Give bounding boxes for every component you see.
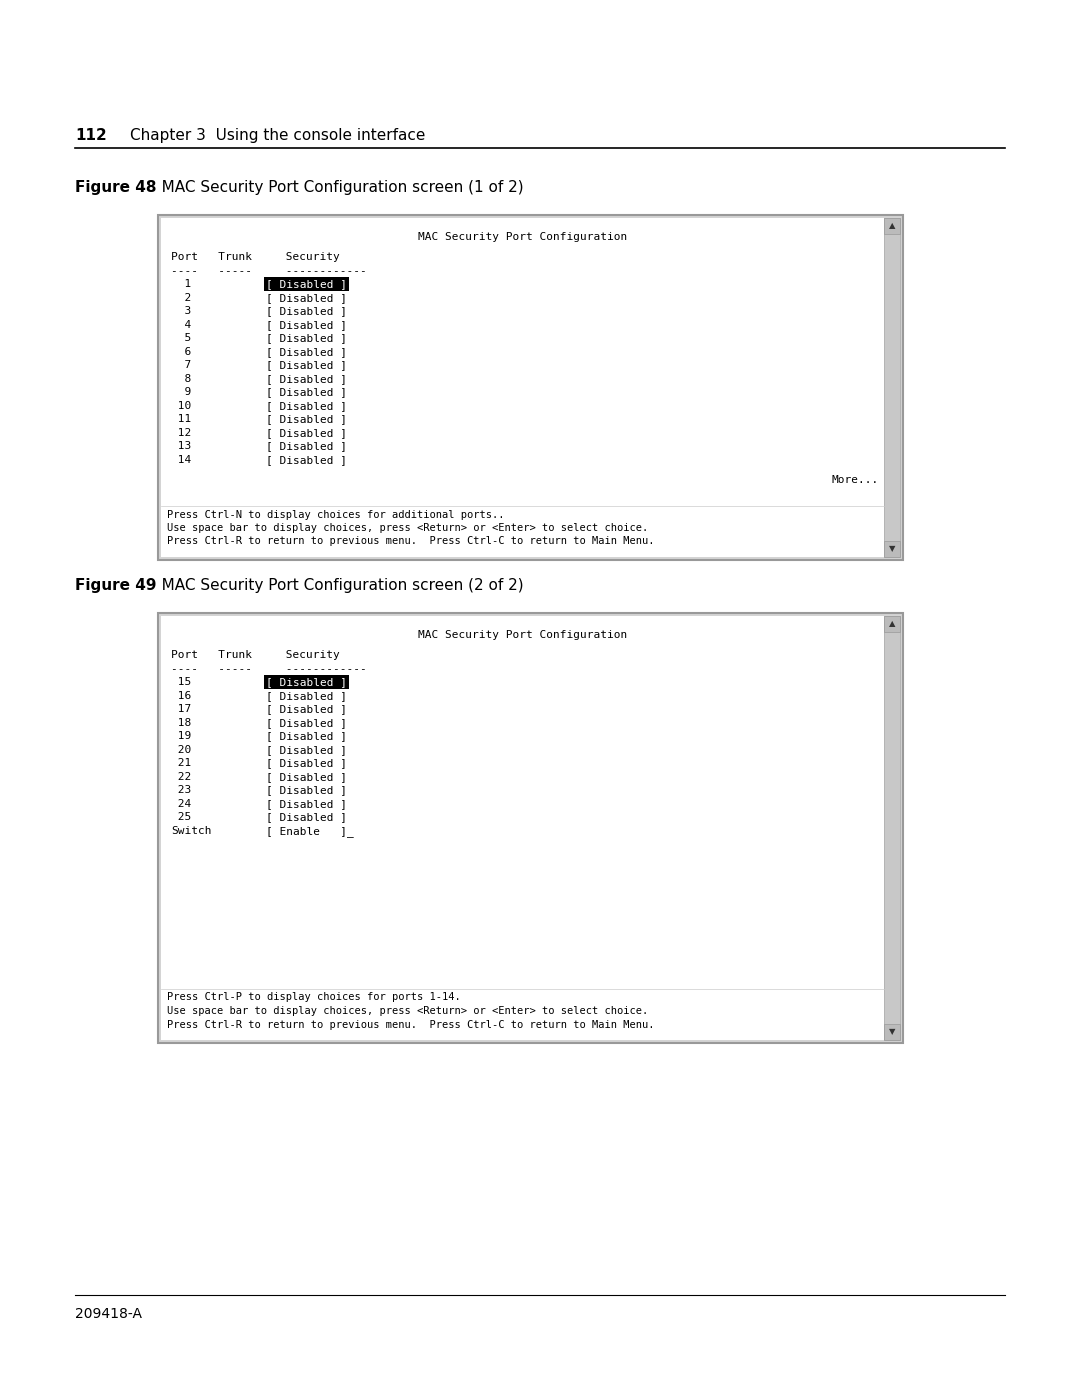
- Text: [ Disabled ]: [ Disabled ]: [266, 401, 347, 411]
- Text: Figure 49: Figure 49: [75, 578, 157, 592]
- Text: Switch: Switch: [171, 826, 212, 835]
- Text: 25: 25: [171, 812, 191, 823]
- Bar: [885, 218, 900, 235]
- Text: [ Disabled ]: [ Disabled ]: [266, 415, 347, 425]
- Text: [ Disabled ]: [ Disabled ]: [266, 759, 347, 768]
- Text: ▼: ▼: [889, 1028, 895, 1037]
- Text: [ Disabled ]: [ Disabled ]: [266, 799, 347, 809]
- Text: 18: 18: [171, 718, 191, 728]
- Text: 20: 20: [171, 745, 191, 754]
- Text: [ Disabled ]: [ Disabled ]: [266, 812, 347, 823]
- Text: Chapter 3  Using the console interface: Chapter 3 Using the console interface: [130, 129, 426, 142]
- Text: Press Ctrl-N to display choices for additional ports..: Press Ctrl-N to display choices for addi…: [167, 510, 504, 520]
- Text: [ Disabled ]: [ Disabled ]: [266, 441, 347, 451]
- Text: Press Ctrl-R to return to previous menu.  Press Ctrl-C to return to Main Menu.: Press Ctrl-R to return to previous menu.…: [167, 1020, 654, 1030]
- Bar: [161, 616, 885, 1039]
- Text: 8: 8: [171, 374, 191, 384]
- Bar: [885, 541, 900, 557]
- Text: ▼: ▼: [889, 545, 895, 553]
- Text: [ Disabled ]: [ Disabled ]: [266, 427, 347, 437]
- Bar: [885, 616, 900, 1039]
- Text: 23: 23: [171, 785, 191, 795]
- Text: MAC Security Port Configuration screen (2 of 2): MAC Security Port Configuration screen (…: [147, 578, 524, 592]
- Text: [ Disabled ]: [ Disabled ]: [266, 785, 347, 795]
- Text: [ Disabled ]: [ Disabled ]: [266, 771, 347, 782]
- Text: 112: 112: [75, 129, 107, 142]
- Text: [ Disabled ]: [ Disabled ]: [266, 387, 347, 397]
- Text: [ Disabled ]: [ Disabled ]: [266, 690, 347, 701]
- Text: [ Disabled ]: [ Disabled ]: [266, 455, 347, 465]
- Text: 3: 3: [171, 306, 191, 316]
- Text: 17: 17: [171, 704, 191, 714]
- Text: [ Disabled ]: [ Disabled ]: [266, 306, 347, 316]
- Text: [ Disabled ]: [ Disabled ]: [266, 293, 347, 303]
- Text: More...: More...: [832, 475, 879, 485]
- Text: 16: 16: [171, 690, 191, 701]
- Text: 5: 5: [171, 334, 191, 344]
- Text: 4: 4: [171, 320, 191, 330]
- Text: 7: 7: [171, 360, 191, 370]
- Text: Use space bar to display choices, press <Return> or <Enter> to select choice.: Use space bar to display choices, press …: [167, 522, 648, 534]
- Text: 13: 13: [171, 441, 191, 451]
- Text: [ Disabled ]: [ Disabled ]: [266, 360, 347, 370]
- Text: Port   Trunk     Security: Port Trunk Security: [171, 253, 340, 263]
- Text: Port   Trunk     Security: Port Trunk Security: [171, 650, 340, 661]
- Text: 22: 22: [171, 771, 191, 782]
- Text: Press Ctrl-P to display choices for ports 1-14.: Press Ctrl-P to display choices for port…: [167, 992, 461, 1003]
- Text: 1: 1: [171, 279, 191, 289]
- Text: ▲: ▲: [889, 619, 895, 629]
- Bar: [158, 215, 903, 560]
- Text: [ Disabled ]: [ Disabled ]: [266, 334, 347, 344]
- Text: [ Disabled ]: [ Disabled ]: [266, 704, 347, 714]
- Text: [ Disabled ]: [ Disabled ]: [266, 320, 347, 330]
- Bar: [885, 616, 900, 631]
- Text: ▲: ▲: [889, 222, 895, 231]
- Text: [ Disabled ]: [ Disabled ]: [266, 745, 347, 754]
- Text: Press Ctrl-R to return to previous menu.  Press Ctrl-C to return to Main Menu.: Press Ctrl-R to return to previous menu.…: [167, 536, 654, 546]
- Text: Use space bar to display choices, press <Return> or <Enter> to select choice.: Use space bar to display choices, press …: [167, 1006, 648, 1016]
- Bar: [885, 1024, 900, 1039]
- Text: 6: 6: [171, 346, 191, 356]
- Text: [ Disabled ]: [ Disabled ]: [266, 346, 347, 356]
- Text: Figure 48: Figure 48: [75, 180, 157, 196]
- Text: 12: 12: [171, 427, 191, 437]
- Text: 19: 19: [171, 731, 191, 742]
- Text: MAC Security Port Configuration: MAC Security Port Configuration: [418, 630, 627, 640]
- Text: ----   -----     ------------: ---- ----- ------------: [171, 664, 367, 673]
- Text: [ Disabled ]: [ Disabled ]: [266, 374, 347, 384]
- Text: 14: 14: [171, 455, 191, 465]
- Text: [ Disabled ]: [ Disabled ]: [266, 731, 347, 742]
- Text: 2: 2: [171, 293, 191, 303]
- Text: ----   -----     ------------: ---- ----- ------------: [171, 265, 367, 275]
- Bar: [158, 613, 903, 1044]
- Text: 10: 10: [171, 401, 191, 411]
- Bar: [161, 218, 885, 557]
- Bar: [885, 218, 900, 557]
- Text: 21: 21: [171, 759, 191, 768]
- Text: 209418-A: 209418-A: [75, 1308, 141, 1322]
- Text: 15: 15: [171, 678, 191, 687]
- Text: [ Enable   ]_: [ Enable ]_: [266, 826, 354, 837]
- Text: 11: 11: [171, 415, 191, 425]
- Text: [ Disabled ]: [ Disabled ]: [266, 279, 347, 289]
- Text: MAC Security Port Configuration screen (1 of 2): MAC Security Port Configuration screen (…: [147, 180, 524, 196]
- Text: [ Disabled ]: [ Disabled ]: [266, 718, 347, 728]
- Text: [ Disabled ]: [ Disabled ]: [266, 678, 347, 687]
- Text: 24: 24: [171, 799, 191, 809]
- Text: 9: 9: [171, 387, 191, 397]
- Text: MAC Security Port Configuration: MAC Security Port Configuration: [418, 232, 627, 242]
